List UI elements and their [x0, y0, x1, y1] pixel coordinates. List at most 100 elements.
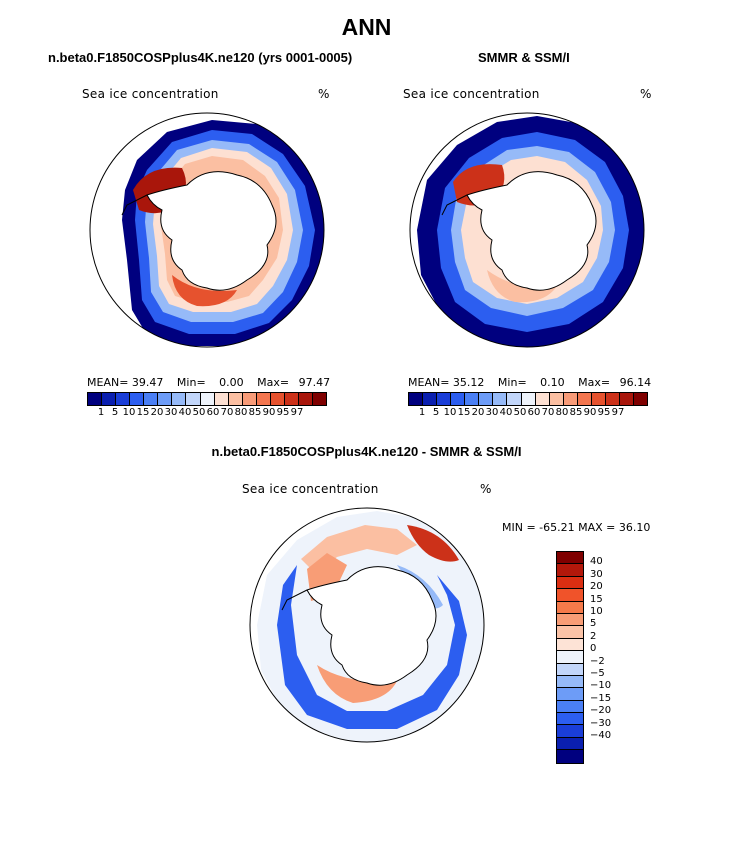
colorbar-swatch	[521, 393, 536, 405]
colorbar-tick-label: −10	[590, 680, 612, 692]
panel2-variable-label: Sea ice concentration	[403, 87, 540, 101]
colorbar-tick-label: 1	[97, 407, 105, 418]
panel1-min-label: Min=	[176, 376, 206, 389]
colorbar-tick-label: −40	[590, 730, 612, 741]
colorbar-swatch	[284, 393, 299, 405]
colorbar-swatch	[298, 393, 313, 405]
colorbar-tick-label: −15	[590, 692, 612, 704]
colorbar-swatch	[102, 393, 117, 405]
colorbar-swatch	[549, 393, 564, 405]
panel3-colorbar	[556, 551, 584, 764]
panel1-antarctica	[146, 171, 277, 291]
colorbar-tick-label: 60	[527, 407, 541, 418]
colorbar-swatch	[313, 393, 327, 405]
colorbar-swatch	[557, 626, 583, 639]
colorbar-tick-label: 15	[590, 593, 603, 605]
colorbar-tick-label: 70	[220, 407, 234, 418]
colorbar-swatch	[557, 651, 583, 664]
colorbar-swatch	[557, 589, 583, 602]
colorbar-tick-label: 5	[432, 407, 440, 418]
colorbar-tick-label: 50	[513, 407, 527, 418]
colorbar-swatch	[186, 393, 201, 405]
colorbar-swatch	[116, 393, 131, 405]
colorbar-swatch	[557, 750, 583, 763]
colorbar-tick-label: −5	[590, 668, 605, 679]
colorbar-swatch	[507, 393, 522, 405]
colorbar-swatch	[557, 688, 583, 701]
colorbar-tick-label: 60	[206, 407, 220, 418]
colorbar-swatch	[557, 675, 583, 689]
colorbar-swatch	[270, 393, 285, 405]
colorbar-swatch	[88, 393, 103, 405]
colorbar-tick-label: 97	[611, 407, 625, 418]
colorbar-tick-label: −30	[590, 717, 612, 729]
colorbar-swatch	[557, 552, 583, 565]
colorbar-swatch	[535, 393, 550, 405]
colorbar-swatch	[557, 737, 583, 751]
panel1-max-value: 97.47	[298, 376, 331, 389]
colorbar-swatch	[214, 393, 229, 405]
colorbar-tick-label: 30	[590, 568, 603, 580]
colorbar-tick-label: 5	[590, 618, 597, 630]
panel2-map	[409, 112, 645, 348]
colorbar-swatch	[619, 393, 634, 405]
colorbar-swatch	[479, 393, 494, 405]
panel1-units-label: %	[318, 87, 330, 101]
panel1-map	[89, 112, 325, 348]
colorbar-swatch	[557, 663, 583, 676]
panel3-antarctica	[306, 566, 437, 686]
colorbar-tick-label: 97	[290, 407, 304, 418]
panel2-min-label: Min=	[497, 376, 527, 389]
colorbar-swatch	[437, 393, 452, 405]
panel2-colorbar-ticks: 1 5 10 15 20 30 40 50 60 70 80 85 90 95 97	[408, 407, 646, 421]
colorbar-tick-label: 85	[569, 407, 583, 418]
panel2-max-label: Max=	[578, 376, 611, 389]
colorbar-tick-label: 85	[248, 407, 262, 418]
colorbar-swatch	[557, 700, 583, 714]
colorbar-tick-label: 90	[262, 407, 276, 418]
colorbar-tick-label: 0	[590, 643, 597, 655]
colorbar-swatch	[557, 713, 583, 726]
panel3-subtitle: n.beta0.F1850COSPplus4K.ne120 - SMMR & S…	[211, 444, 522, 459]
panel1-colorbar	[87, 392, 327, 406]
colorbar-swatch	[563, 393, 578, 405]
colorbar-tick-label: 95	[597, 407, 611, 418]
panel2-antarctica	[466, 171, 597, 291]
colorbar-swatch	[557, 601, 583, 614]
panel2-max-value: 96.14	[619, 376, 652, 389]
panel2-min-value: 0.10	[540, 376, 565, 389]
colorbar-tick-label: −20	[590, 705, 612, 717]
colorbar-tick-label: 70	[541, 407, 555, 418]
colorbar-swatch	[557, 576, 583, 590]
panel3-units-label: %	[480, 482, 492, 496]
panel3-map	[249, 507, 485, 743]
colorbar-tick-label: 40	[499, 407, 513, 418]
panel2-subtitle: SMMR & SSM/I	[478, 50, 570, 65]
colorbar-tick-label: 10	[122, 407, 136, 418]
panel2-colorbar	[408, 392, 648, 406]
colorbar-swatch	[557, 725, 583, 738]
colorbar-tick-label: 80	[234, 407, 248, 418]
colorbar-tick-label: 95	[276, 407, 290, 418]
panel3-positive-max-region	[407, 525, 459, 562]
colorbar-tick-label: 90	[583, 407, 597, 418]
colorbar-tick-label: 20	[150, 407, 164, 418]
panel3-variable-label: Sea ice concentration	[242, 482, 379, 496]
panel1-subtitle: n.beta0.F1850COSPplus4K.ne120 (yrs 0001-…	[48, 50, 353, 65]
colorbar-tick-label: 1	[418, 407, 426, 418]
colorbar-tick-label: 30	[485, 407, 499, 418]
colorbar-swatch	[409, 393, 424, 405]
colorbar-tick-label: 15	[457, 407, 471, 418]
panel3-colorbar-ticks: 40 30 20 15 10 5 2 0 −2 −5 −10 −15 −20 −30 −40	[590, 551, 630, 751]
colorbar-tick-label: 20	[590, 581, 603, 593]
colorbar-swatch	[557, 638, 583, 652]
main-title: ANN	[341, 14, 392, 40]
panel1-min-value: 0.00	[219, 376, 244, 389]
panel3-minmax-text: MIN = -65.21 MAX = 36.10	[502, 521, 651, 534]
colorbar-swatch	[451, 393, 466, 405]
colorbar-swatch	[605, 393, 620, 405]
colorbar-swatch	[242, 393, 257, 405]
colorbar-swatch	[158, 393, 173, 405]
panel1-variable-label: Sea ice concentration	[82, 87, 219, 101]
panel1-colorbar-ticks: 1 5 10 15 20 30 40 50 60 70 80 85 90 95 97	[87, 407, 325, 421]
